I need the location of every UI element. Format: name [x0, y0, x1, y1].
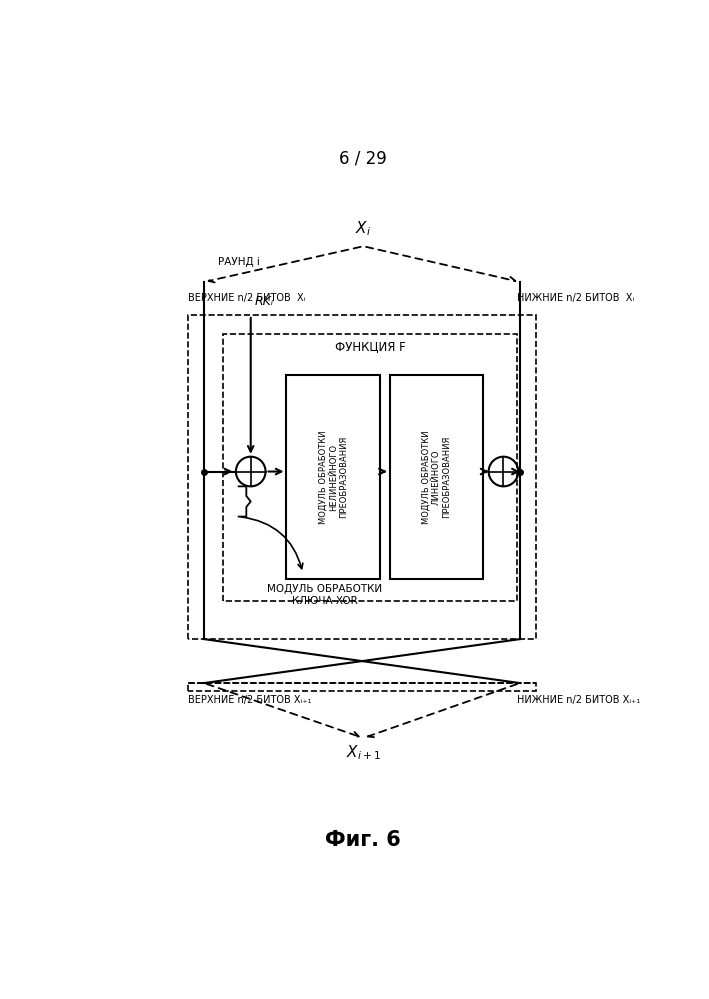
Text: ВЕРХНИЕ n/2 БИТОВ Xᵢ₊₁: ВЕРХНИЕ n/2 БИТОВ Xᵢ₊₁: [187, 694, 311, 704]
Text: $X_i$: $X_i$: [355, 220, 372, 238]
Text: РАУНД i: РАУНД i: [218, 258, 259, 268]
Bar: [390, 376, 483, 578]
Text: НИЖНИЕ n/2 БИТОВ Xᵢ₊₁: НИЖНИЕ n/2 БИТОВ Xᵢ₊₁: [518, 694, 640, 704]
Text: МОДУЛЬ ОБРАБОТКИ
НЕЛИНЕЙНОГО
ПРЕОБРАЗОВАНИЯ: МОДУЛЬ ОБРАБОТКИ НЕЛИНЕЙНОГО ПРЕОБРАЗОВА…: [318, 431, 348, 523]
Text: МОДУЛЬ ОБРАБОТКИ
КЛЮЧА XOR: МОДУЛЬ ОБРАБОТКИ КЛЮЧА XOR: [267, 584, 382, 605]
Text: $X_{i+1}$: $X_{i+1}$: [346, 743, 381, 762]
Text: ВЕРХНИЕ n/2 БИТОВ  Xᵢ: ВЕРХНИЕ n/2 БИТОВ Xᵢ: [187, 294, 305, 304]
Text: 6 / 29: 6 / 29: [340, 149, 387, 168]
Text: ФУНКЦИЯ F: ФУНКЦИЯ F: [335, 340, 406, 353]
Text: МОДУЛЬ ОБРАБОТКИ
ЛИНЕЙНОГО
ПРЕОБРАЗОВАНИЯ: МОДУЛЬ ОБРАБОТКИ ЛИНЕЙНОГО ПРЕОБРАЗОВАНИ…: [422, 431, 452, 523]
Bar: [286, 376, 380, 578]
Text: Фиг. 6: Фиг. 6: [325, 829, 401, 850]
Text: НИЖНИЕ n/2 БИТОВ  Xᵢ: НИЖНИЕ n/2 БИТОВ Xᵢ: [518, 294, 635, 304]
Text: RKᵢ: RKᵢ: [255, 296, 274, 309]
